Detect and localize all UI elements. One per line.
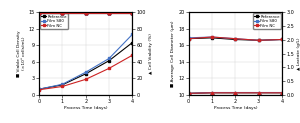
Y-axis label: ▲ Cell Viability (%): ▲ Cell Viability (%) (149, 33, 153, 74)
Y-axis label: ■ Average Cell Diameter (μm): ■ Average Cell Diameter (μm) (171, 20, 175, 87)
Y-axis label: ▲ Lactate (g/L): ▲ Lactate (g/L) (297, 37, 300, 70)
Legend: Reference, Film S80, Film NC: Reference, Film S80, Film NC (253, 13, 281, 29)
X-axis label: Process Time (days): Process Time (days) (64, 106, 107, 110)
Legend: Reference, Film S80, Film NC: Reference, Film S80, Film NC (40, 13, 68, 29)
X-axis label: Process Time (days): Process Time (days) (214, 106, 257, 110)
Y-axis label: ■ Viable Cell Density
(×10⁶ cells/mL): ■ Viable Cell Density (×10⁶ cells/mL) (17, 30, 26, 77)
